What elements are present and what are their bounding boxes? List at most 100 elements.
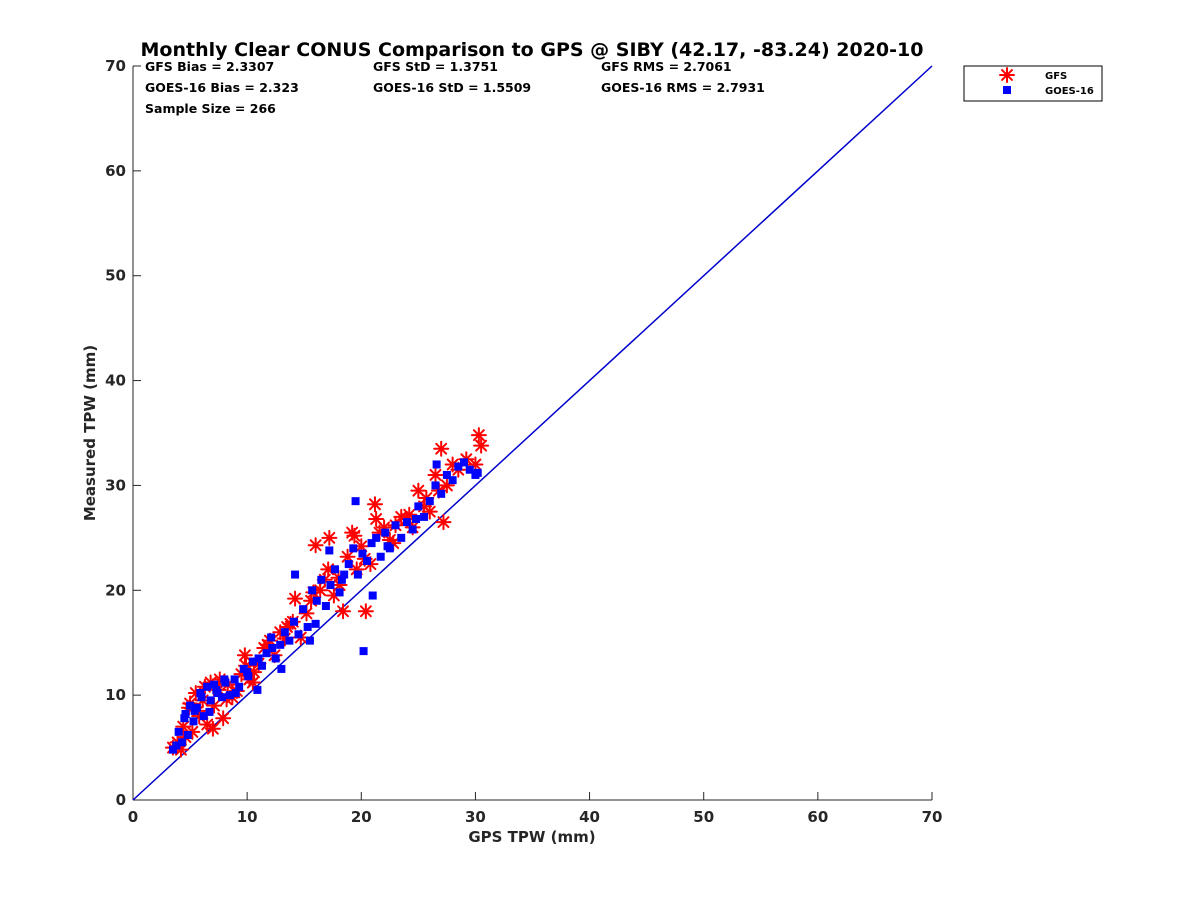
gfs-point: [287, 590, 304, 607]
x-tick-label: 30: [465, 808, 486, 826]
goes-16-point: [196, 689, 205, 698]
goes-std-stat: GOES-16 StD = 1.5509: [373, 80, 531, 95]
gfs-point: [215, 710, 232, 727]
chart-title: Monthly Clear CONUS Comparison to GPS @ …: [141, 39, 924, 61]
stats-block: GFS Bias = 2.3307 GFS StD = 1.3751 GFS R…: [145, 59, 765, 116]
goes-16-point: [383, 542, 392, 551]
goes-16-point: [358, 549, 367, 558]
goes-16-point: [267, 633, 276, 642]
goes-16-point: [325, 546, 334, 555]
goes-16-point: [197, 693, 206, 702]
goes-16-point: [460, 458, 469, 467]
goes-16-point: [174, 727, 183, 736]
goes-16-point: [203, 682, 212, 691]
goes-16-point: [312, 596, 321, 605]
goes-16-point: [248, 657, 257, 666]
goes-16-point: [243, 668, 252, 677]
goes-16-point: [186, 701, 195, 710]
y-tick-label: 10: [105, 686, 126, 704]
gfs-point: [473, 437, 490, 454]
goes-16-point: [285, 636, 294, 645]
goes-16-point: [199, 712, 208, 721]
goes-16-point: [321, 602, 330, 611]
goes-16-point: [303, 622, 312, 631]
goes-16-point: [294, 630, 303, 639]
goes-16-point: [420, 512, 429, 521]
y-tick-label: 50: [105, 267, 126, 285]
goes-16-point: [235, 682, 244, 691]
goes-16-point: [353, 570, 362, 579]
goes-16-point: [230, 675, 239, 684]
goes-16-point: [244, 672, 253, 681]
legend-box: [963, 65, 1103, 102]
goes-16-point: [351, 497, 360, 506]
legend: GFS GOES-16: [963, 65, 1103, 102]
goes-16-point: [231, 689, 240, 698]
x-tick-label: 60: [807, 808, 828, 826]
goes-16-point: [340, 570, 349, 579]
x-tick-label: 20: [351, 808, 372, 826]
goes-16-point: [189, 717, 198, 726]
one-to-one-reference-line: [132, 65, 933, 801]
gfs-point: [204, 720, 221, 737]
goes-16-point: [473, 468, 482, 477]
goes-16-series: [168, 458, 482, 754]
goes-16-point: [218, 693, 227, 702]
goes-16-point: [317, 575, 326, 584]
goes-16-point: [190, 706, 199, 715]
gfs-rms-stat: GFS RMS = 2.7061: [601, 59, 732, 74]
goes-bias-stat: GOES-16 Bias = 2.323: [145, 80, 299, 95]
goes-16-point: [381, 528, 390, 537]
goes-16-point: [277, 664, 286, 673]
goes-16-point: [183, 730, 192, 739]
goes-16-point: [425, 497, 434, 506]
goes-16-point: [337, 575, 346, 584]
y-tick-label: 20: [105, 581, 126, 599]
legend-gfs-asterisk: [999, 67, 1015, 83]
gfs-point: [357, 603, 374, 620]
gfs-point: [366, 496, 383, 513]
x-tick-label: 40: [579, 808, 600, 826]
goes-16-point: [308, 586, 317, 595]
goes-16-point: [349, 544, 358, 553]
goes-16-point: [226, 691, 235, 700]
x-tick-label: 10: [237, 808, 258, 826]
goes-16-point: [448, 476, 457, 485]
gfs-point: [433, 440, 450, 457]
goes-16-point: [178, 738, 187, 747]
goes-16-point: [276, 640, 285, 649]
goes-16-point: [344, 560, 353, 569]
goes-16-point: [412, 514, 421, 523]
goes-16-point: [368, 591, 377, 600]
goes-16-point: [437, 489, 446, 498]
y-axis-label: Measured TPW (mm): [81, 345, 99, 521]
goes-16-point: [206, 696, 215, 705]
goes-16-point: [335, 588, 344, 597]
goes-rms-stat: GOES-16 RMS = 2.7931: [601, 80, 765, 95]
gfs-series: [164, 427, 490, 758]
goes-16-point: [271, 654, 280, 663]
x-tick-label: 70: [922, 808, 943, 826]
legend-goes-label: GOES-16: [1045, 86, 1094, 97]
gfs-point: [368, 510, 385, 527]
goes-16-point: [359, 647, 368, 656]
goes-16-point: [408, 525, 417, 534]
goes-16-point: [391, 521, 400, 530]
goes-16-point: [257, 661, 266, 670]
gfs-std-stat: GFS StD = 1.3751: [373, 59, 498, 74]
y-tick-label: 40: [105, 372, 126, 390]
gfs-point: [427, 466, 444, 483]
plot-area: 0 10 20 30 40 50 60 70 0 10 20 30 40 50 60 70: [105, 57, 942, 826]
goes-16-point: [172, 741, 181, 750]
gfs-point: [470, 427, 487, 444]
sample-size-stat: Sample Size = 266: [145, 101, 276, 116]
goes-16-point: [299, 605, 308, 614]
y-tick-label: 60: [105, 162, 126, 180]
x-tick-label: 0: [128, 808, 138, 826]
gfs-point: [346, 527, 363, 544]
goes-16-point: [402, 518, 411, 527]
goes-16-point: [254, 654, 263, 663]
gfs-point: [307, 537, 324, 554]
goes-16-point: [168, 745, 177, 754]
